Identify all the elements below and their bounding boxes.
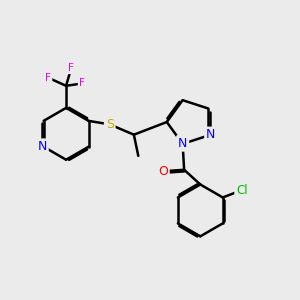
Text: F: F [45,73,51,82]
Text: N: N [206,128,215,141]
Text: Cl: Cl [236,184,248,196]
Text: F: F [79,79,85,88]
Text: F: F [68,63,74,73]
Text: O: O [158,165,168,178]
Text: S: S [106,118,114,131]
Text: N: N [178,137,187,150]
Text: N: N [38,140,47,153]
